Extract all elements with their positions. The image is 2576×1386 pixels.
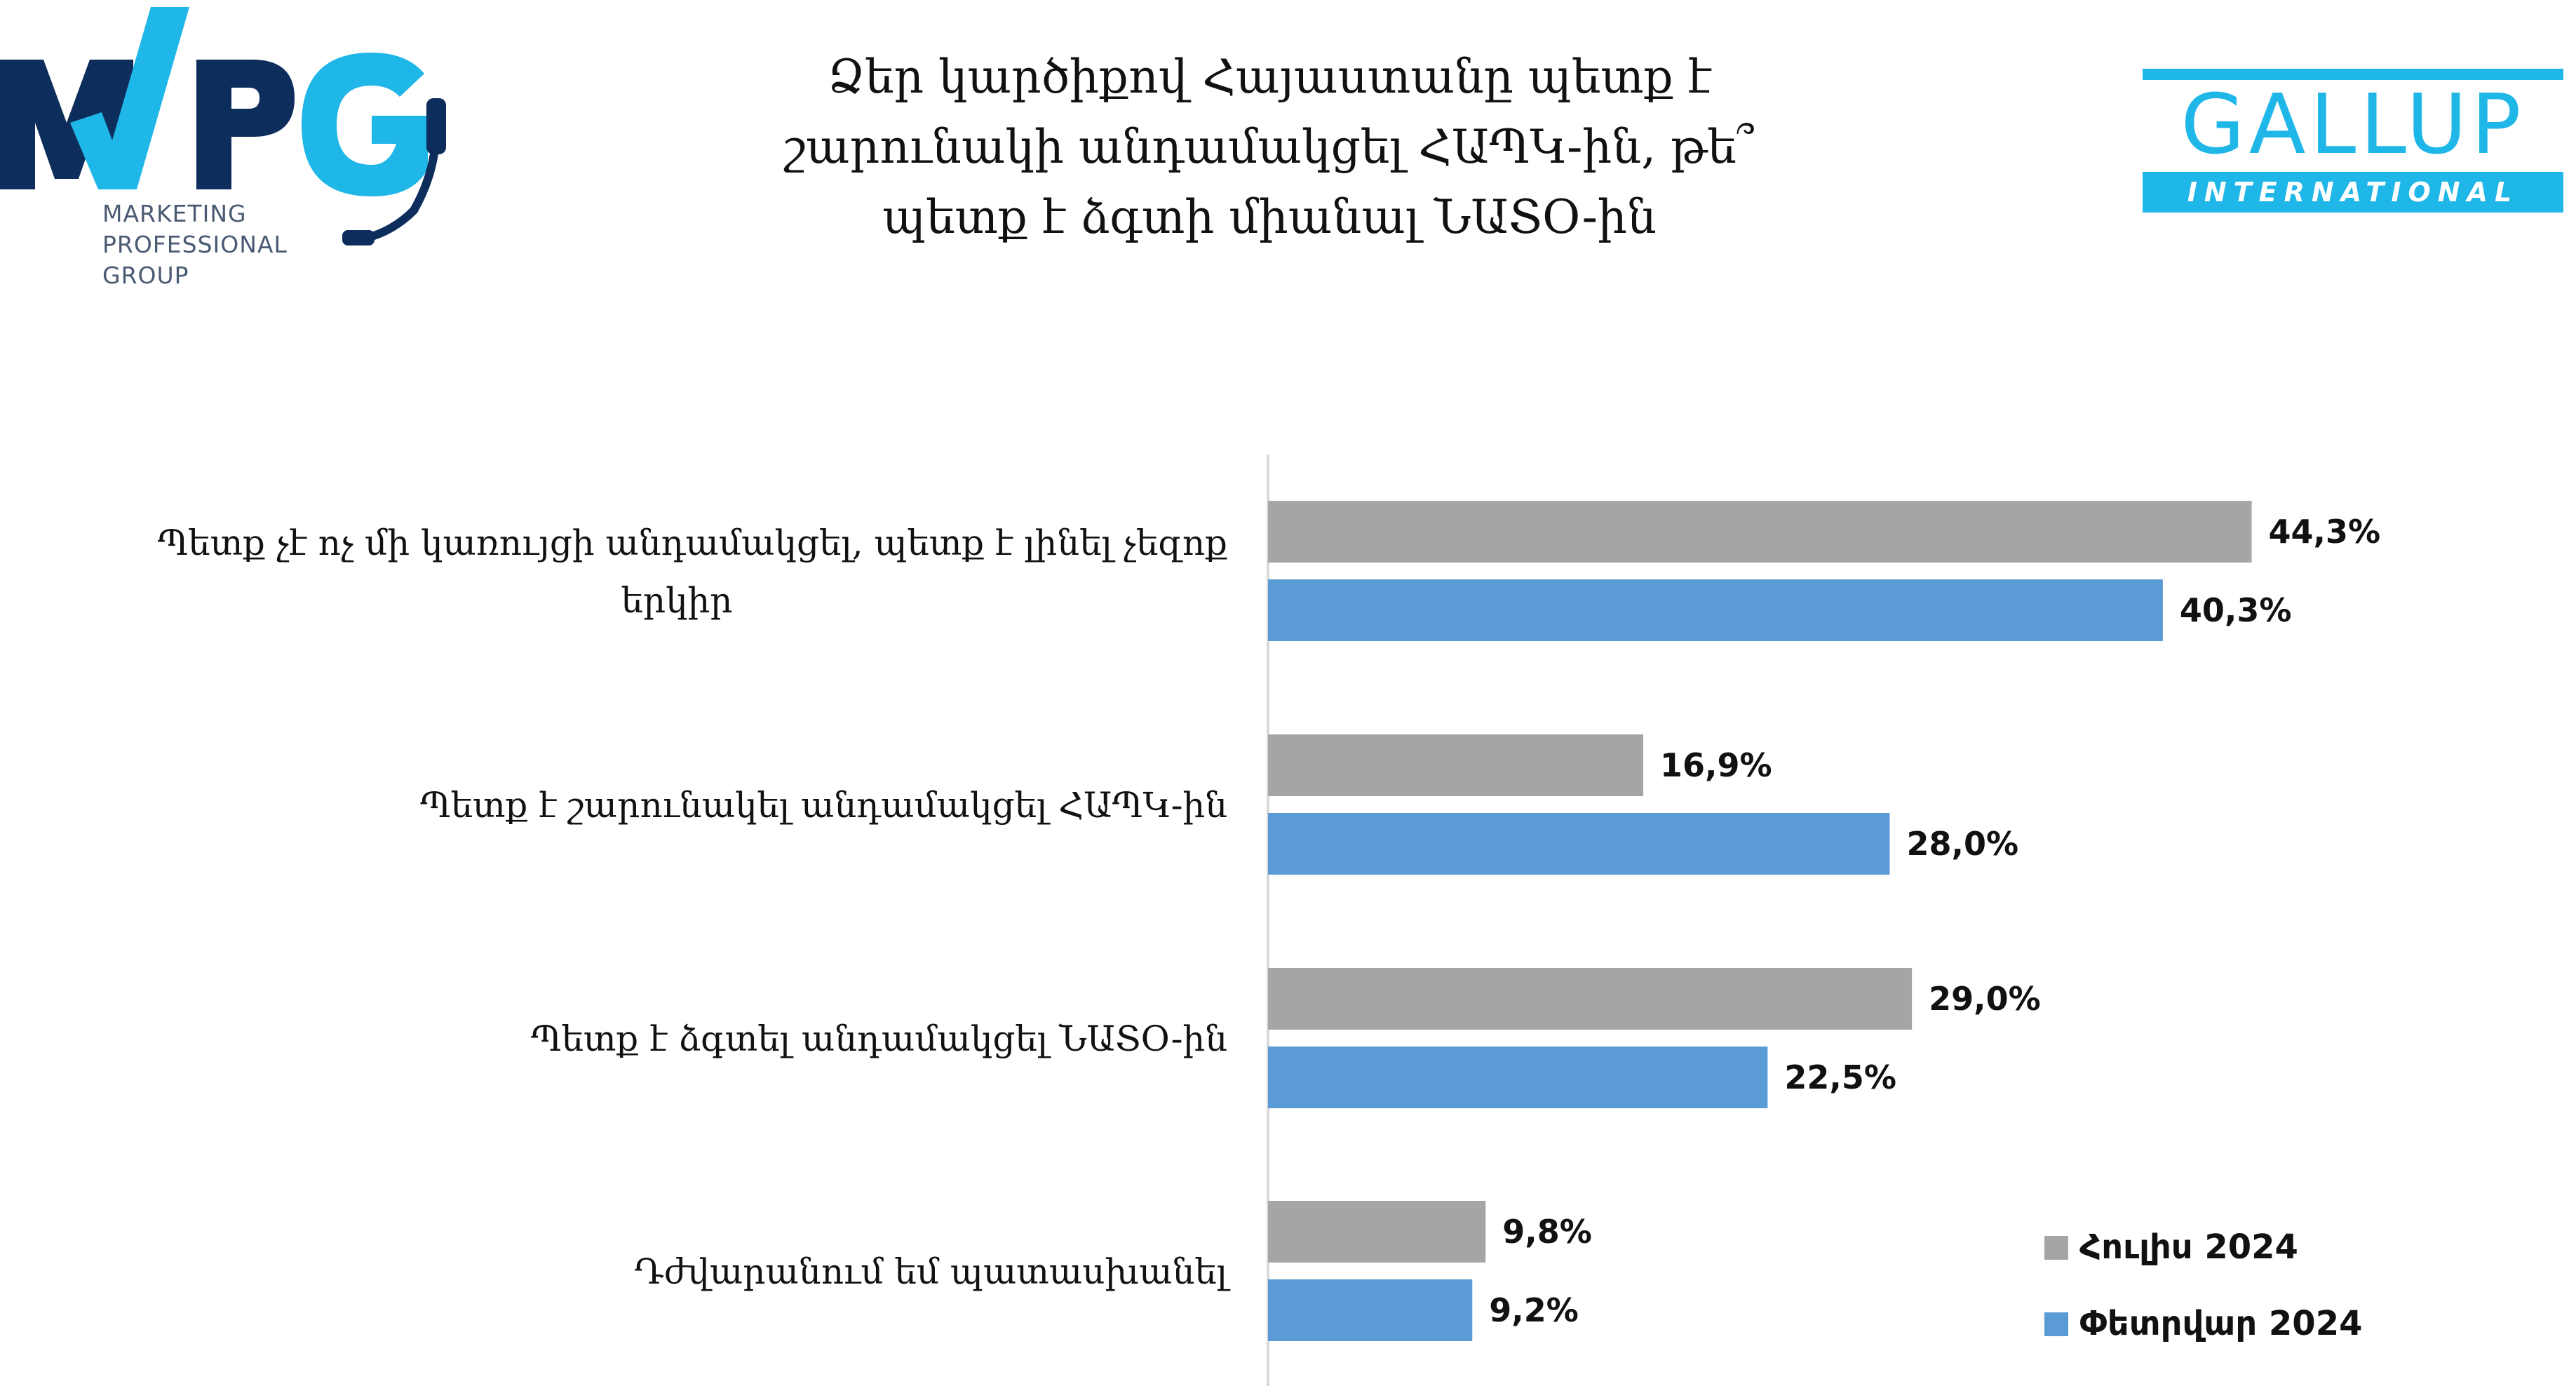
data-label: 9,8% [1502,1213,1592,1251]
category-label: Պետք է շարունակել անդամակցել ՀԱՊԿ-ին [420,785,1227,826]
mpg-logo-g-shape [302,53,428,196]
gallup-logo-subtitle: INTERNATIONAL [2187,177,2519,208]
category-label: երկիր [621,580,733,621]
bar [1268,501,2252,563]
chart-title-line: պետք է ձգտի միանալ ՆԱՏO-ին [882,190,1657,244]
mpg-logo-earpiece-icon [426,98,446,154]
data-label: 28,0% [1906,825,2018,863]
bar [1268,1047,1768,1108]
category-label: Դժվարանում եմ պատասխանել [634,1251,1230,1292]
bar [1268,813,1890,875]
mpg-logo-check-shape [70,7,189,189]
gallup-logo-band [2143,172,2563,213]
data-label: 9,2% [1489,1291,1579,1329]
mpg-subtitle: MARKETING PROFESSIONAL GROUP [102,199,288,291]
bar [1268,1201,1486,1263]
category-label: Պետք է ձգտել անդամակցել ՆԱՏO-ին [531,1018,1227,1059]
mpg-subtitle-line: MARKETING [102,200,247,227]
mpg-logo [0,7,446,245]
mpg-logo-p-shape [196,60,295,189]
data-label: 40,3% [2180,591,2292,629]
bar [1268,968,1913,1030]
data-label: 44,3% [2269,513,2381,551]
data-label: 22,5% [1784,1058,1896,1096]
legend-label: Փետրվար 2024 [2079,1304,2363,1343]
legend-label: Հուլիս 2024 [2079,1227,2298,1267]
data-label: 16,9% [1660,746,1772,784]
bar [1268,579,2163,641]
legend-swatch [2044,1312,2068,1336]
chart-title: Ձեր կարծիքով Հայաստանը պետք է շարունակի … [673,42,1866,253]
mpg-subtitle-line: PROFESSIONAL [102,231,288,258]
chart-title-line: շարունակի անդամակցել ՀԱՊԿ-ին, թե՞ [784,120,1755,174]
gallup-logo-text: GALLUP [2180,76,2526,173]
legend-swatch [2044,1236,2068,1260]
data-label: 29,0% [1929,980,2041,1018]
bar [1268,1279,1473,1341]
mpg-subtitle-line: GROUP [102,262,189,289]
mpg-logo-mic-icon [342,230,375,245]
chart-title-line: Ձեր կարծիքով Հայաստանը պետք է [827,50,1712,104]
category-label: Պետք չէ ոչ մի կառույցի անդամակցել, պետք … [158,523,1228,563]
gallup-logo-bar [2143,69,2563,80]
bar [1268,734,1644,796]
